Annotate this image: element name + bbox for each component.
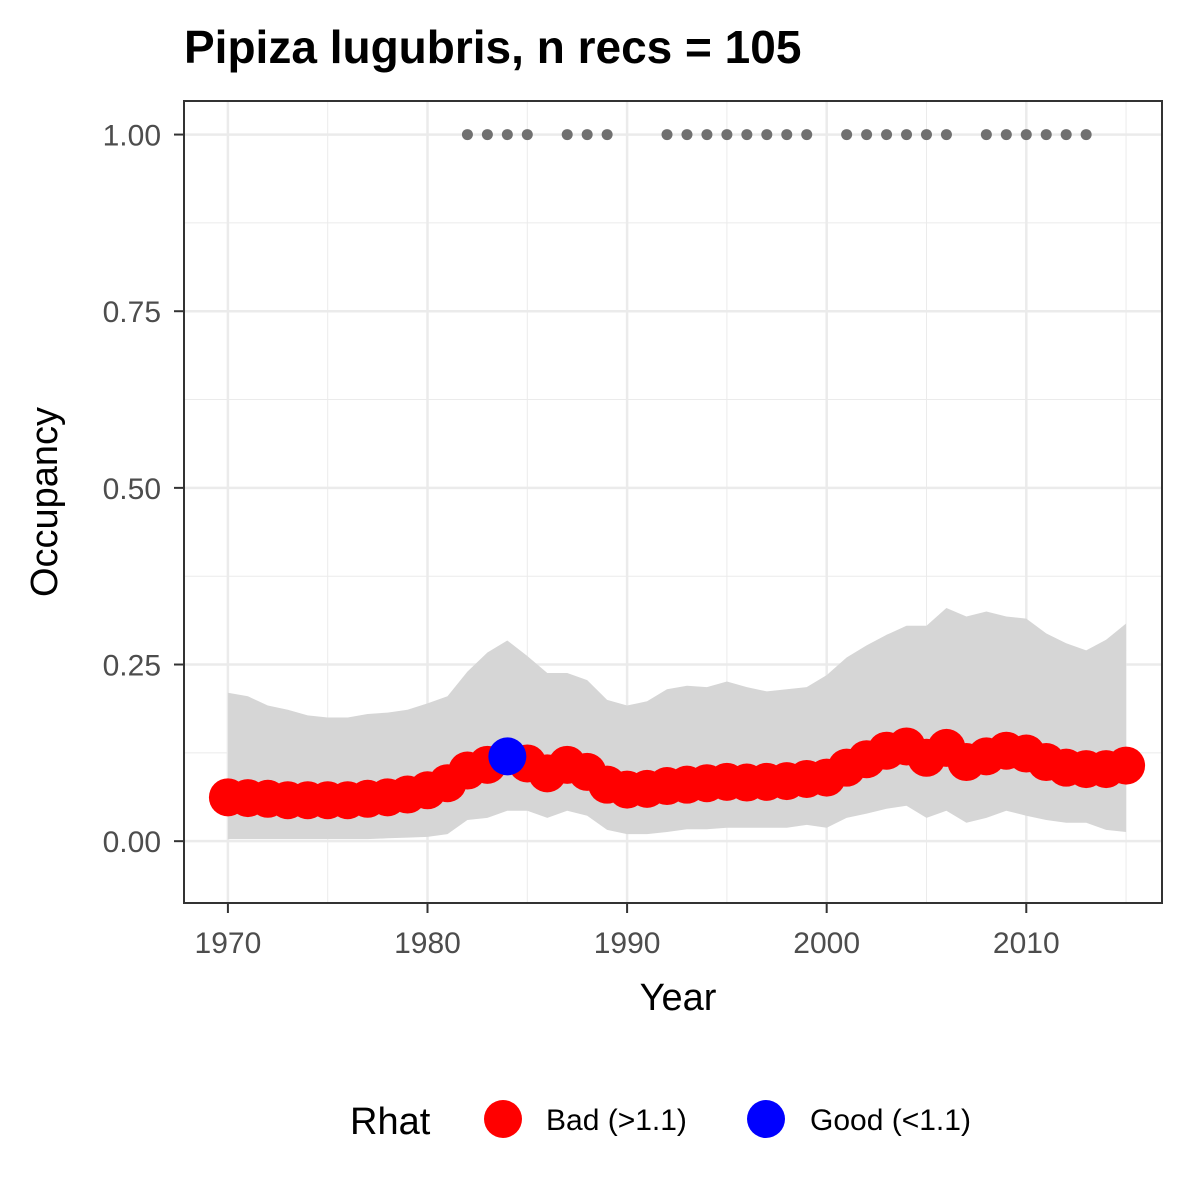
record-dot	[881, 129, 893, 141]
chart-title: Pipiza lugubris, n recs = 105	[184, 21, 801, 73]
record-dot	[741, 129, 753, 141]
record-dot	[920, 129, 932, 141]
x-tick-label: 2000	[793, 927, 860, 960]
record-dot	[681, 129, 693, 141]
record-dot	[481, 129, 493, 141]
x-axis: 1970 1980 1990 2000 2010	[195, 903, 1060, 960]
record-dot	[461, 129, 473, 141]
x-tick-label: 2010	[993, 927, 1060, 960]
x-tick-label: 1970	[195, 927, 262, 960]
record-dot	[1060, 129, 1072, 141]
y-tick-label: 0.50	[103, 473, 161, 506]
record-dot	[661, 129, 673, 141]
occupancy-point-good	[488, 737, 527, 776]
legend-title: Rhat	[350, 1101, 431, 1143]
record-dot	[781, 129, 793, 141]
record-dot	[1040, 129, 1052, 141]
y-tick-label: 0.75	[103, 296, 161, 329]
record-dot	[721, 129, 733, 141]
record-dot	[601, 129, 613, 141]
plot-border	[183, 100, 1163, 904]
y-tick-label: 0.25	[103, 650, 161, 683]
y-axis-title: Occupancy	[24, 407, 66, 597]
record-dot	[801, 129, 813, 141]
y-tick-label: 0.00	[103, 826, 161, 859]
record-dot	[701, 129, 713, 141]
legend-swatch-bad	[484, 1100, 522, 1138]
record-dot	[521, 129, 533, 141]
record-dot	[841, 129, 853, 141]
record-dot	[1080, 129, 1092, 141]
record-dot	[761, 129, 773, 141]
record-dot	[561, 129, 573, 141]
record-dot	[1000, 129, 1012, 141]
record-dot	[861, 129, 873, 141]
record-dot	[581, 129, 593, 141]
y-axis: 0.00 0.25 0.50 0.75 1.00	[103, 120, 184, 859]
record-dot	[940, 129, 952, 141]
record-dot	[980, 129, 992, 141]
record-dot	[901, 129, 913, 141]
y-tick-label: 1.00	[103, 120, 161, 153]
x-tick-label: 1990	[594, 927, 661, 960]
record-dot	[501, 129, 513, 141]
legend-swatch-good	[747, 1100, 785, 1138]
legend: Rhat Bad (>1.1) Good (<1.1)	[350, 1100, 971, 1143]
record-dot	[1020, 129, 1032, 141]
occupancy-points-layer	[208, 727, 1146, 820]
x-axis-title: Year	[640, 977, 717, 1019]
occupancy-point-bad	[1107, 746, 1146, 785]
legend-label-bad: Bad (>1.1)	[546, 1104, 687, 1137]
record-dots-layer	[461, 129, 1092, 141]
x-tick-label: 1980	[394, 927, 461, 960]
legend-label-good: Good (<1.1)	[810, 1104, 971, 1137]
